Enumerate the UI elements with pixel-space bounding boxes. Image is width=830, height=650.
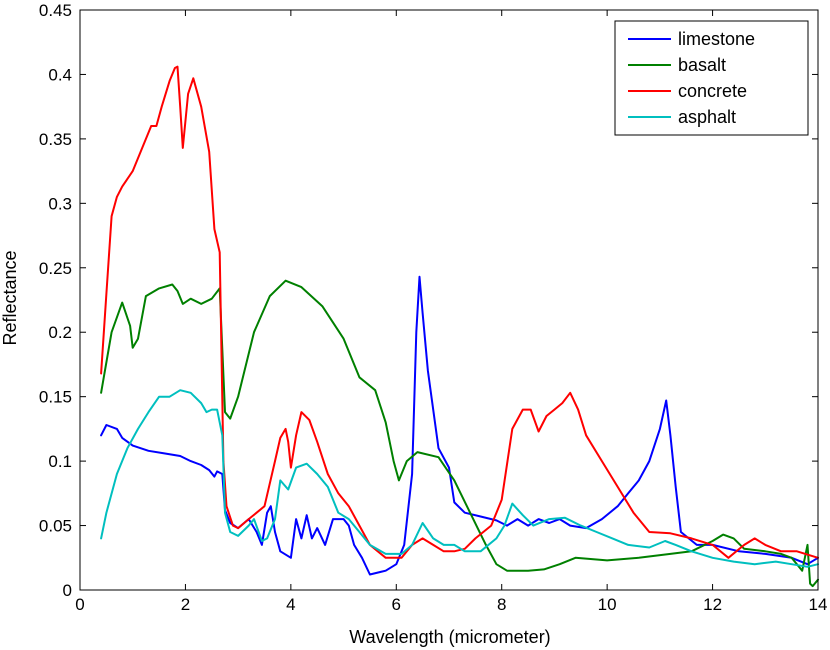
y-tick-label: 0.1 xyxy=(48,452,72,471)
legend-label-asphalt: asphalt xyxy=(678,107,736,127)
x-tick-label: 8 xyxy=(497,595,506,614)
series-layer xyxy=(100,65,819,588)
y-tick-label: 0.3 xyxy=(48,194,72,213)
x-tick-label: 6 xyxy=(392,595,401,614)
series-line-asphalt xyxy=(100,389,819,568)
y-tick-label: 0.2 xyxy=(48,323,72,342)
legend: limestone basalt concrete asphalt xyxy=(614,20,809,136)
series-line-concrete xyxy=(100,65,819,559)
y-tick-label: 0.45 xyxy=(39,1,72,20)
x-tick-label: 14 xyxy=(809,595,828,614)
y-tick-label: 0.25 xyxy=(39,259,72,278)
x-tick-label: 10 xyxy=(598,595,617,614)
y-tick-label: 0.15 xyxy=(39,388,72,407)
axes-frame xyxy=(79,9,819,591)
series-line-basalt xyxy=(100,279,819,588)
x-tick-label: 0 xyxy=(75,595,84,614)
x-tick-label: 12 xyxy=(703,595,722,614)
legend-label-limestone: limestone xyxy=(678,29,755,49)
y-tick-label: 0.4 xyxy=(48,65,72,84)
y-tick-label: 0 xyxy=(63,581,72,600)
series-line-limestone xyxy=(100,275,819,576)
legend-label-concrete: concrete xyxy=(678,81,747,101)
x-axis-label: Wavelength (micrometer) xyxy=(349,627,550,647)
x-tick-label: 4 xyxy=(286,595,295,614)
legend-label-basalt: basalt xyxy=(678,55,726,75)
y-tick-label: 0.35 xyxy=(39,130,72,149)
x-tick-label: 2 xyxy=(181,595,190,614)
axes-layer: 0 2 4 6 8 10 12 14 0 0.05 0.1 0.15 0.2 0.25 0.3 0.35 0.4… xyxy=(39,1,828,614)
y-tick-label: 0.05 xyxy=(39,517,72,536)
y-axis-label: Reflectance xyxy=(0,250,20,345)
